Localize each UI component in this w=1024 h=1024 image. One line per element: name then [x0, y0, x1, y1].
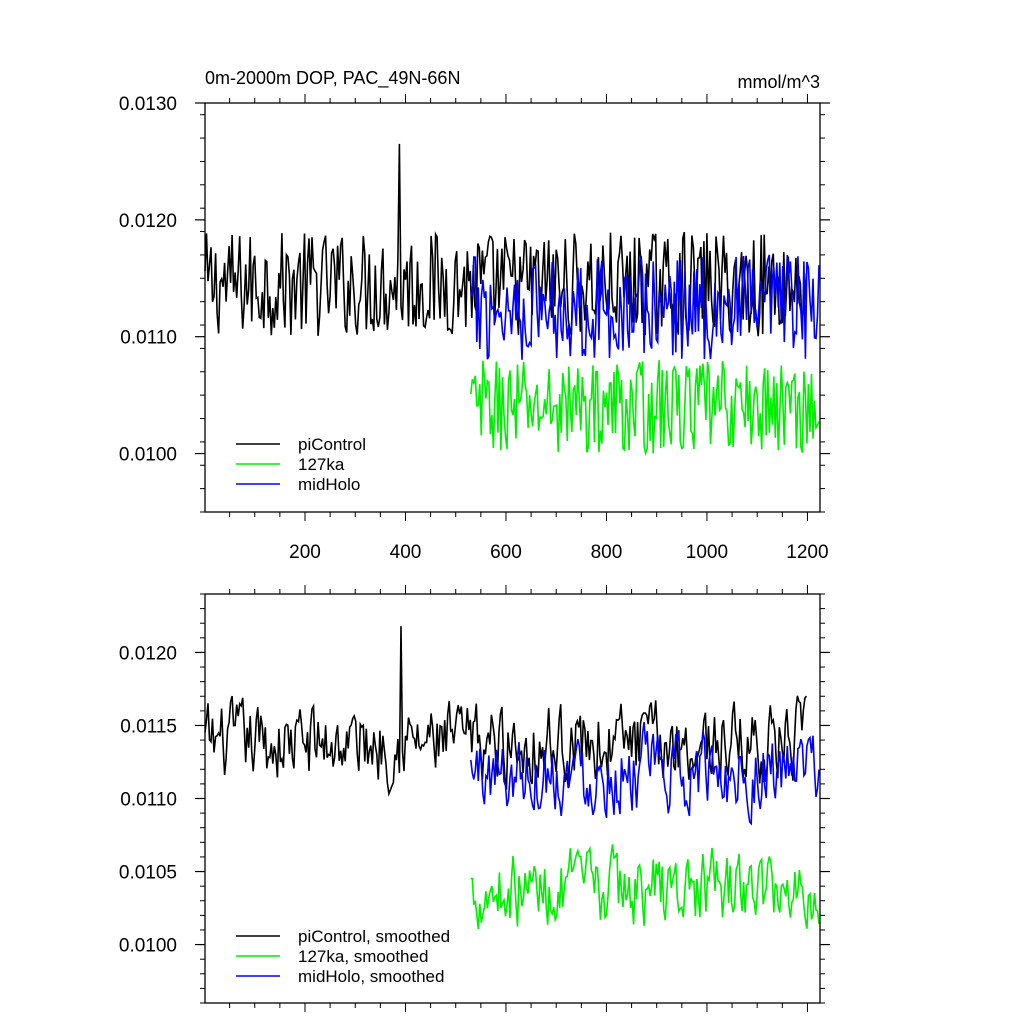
series-line-2	[470, 721, 820, 826]
y-tick-label: 0.0110	[120, 328, 177, 349]
y-tick-label: 0.0130	[119, 94, 177, 115]
series-line-0	[204, 626, 808, 797]
series-line-2	[470, 254, 820, 360]
units-label: mmol/m^3	[738, 72, 820, 92]
plot-frame	[204, 102, 821, 513]
x-tick-label: 600	[490, 542, 522, 563]
x-tick-label: 400	[390, 542, 422, 563]
chart-title: 0m-2000m DOP, PAC_49N-66N	[205, 68, 460, 89]
x-tick-label: 200	[289, 542, 321, 563]
series-line-0	[204, 143, 808, 337]
legend-label: piControl	[298, 435, 366, 454]
legend-label: 127ka	[298, 455, 345, 474]
x-tick-label: 800	[591, 542, 623, 563]
y-tick-label: 0.0120	[119, 643, 177, 664]
dop-raw-chart: 0m-2000m DOP, PAC_49N-66N mmol/m^3 200 40…	[119, 68, 830, 563]
y-tick-label: 0.0110	[120, 790, 177, 811]
x-tick-label: 1000	[686, 542, 728, 563]
legend-label: piControl, smoothed	[298, 927, 450, 946]
axes: 0.0100 0.0105 0.0110 0.0115 0.0120	[119, 585, 830, 1012]
plot-area	[204, 143, 820, 457]
y-tick-label: 0.0100	[119, 936, 177, 957]
legend-label: midHolo, smoothed	[298, 967, 444, 986]
series-line-1	[470, 360, 820, 457]
y-tick-label: 0.0100	[119, 445, 177, 466]
plot-area	[204, 626, 820, 930]
y-tick-label: 0.0120	[119, 211, 177, 232]
axes: 200 400 600 800 1000 1200 0.0100 0.0110 0.0120 0.…	[119, 94, 830, 563]
legend-label: 127ka, smoothed	[298, 947, 428, 966]
x-tick-label: 1200	[786, 542, 828, 563]
series-line-1	[470, 844, 820, 930]
legend-label: midHolo	[298, 475, 360, 494]
y-tick-label: 0.0115	[120, 716, 177, 737]
dop-smoothed-chart: 0.0100 0.0105 0.0110 0.0115 0.0120 piControl…	[119, 585, 830, 1012]
y-tick-label: 0.0105	[119, 863, 177, 884]
